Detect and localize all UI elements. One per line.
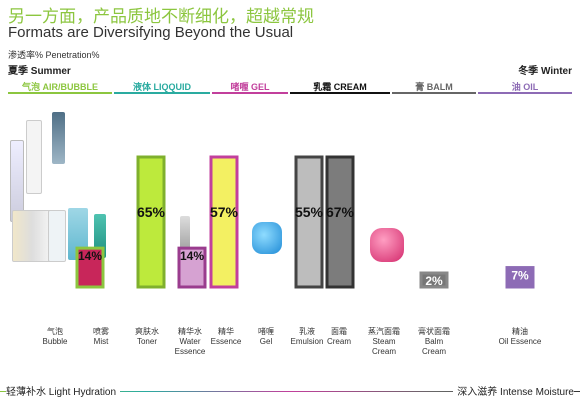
category-oil: 油 OIL	[478, 80, 572, 94]
category-bubble: 气泡 AIR/BUBBLE	[8, 80, 112, 94]
bar-essence	[209, 155, 239, 289]
mist-tall-bottle-image	[52, 112, 65, 164]
column-label: 膏状面霜 Balm Cream	[418, 327, 450, 356]
column-label: 爽肤水 Toner	[135, 327, 159, 346]
bar-oil-essence	[505, 266, 535, 289]
winter-label: 冬季 Winter	[518, 66, 572, 77]
bar-toner	[136, 155, 166, 289]
summer-label: 夏季 Summer	[8, 66, 71, 77]
column-label: 气泡 Bubble	[42, 327, 68, 346]
bar-emulsion	[294, 155, 324, 289]
bar-label-balm-cream: 2%	[425, 274, 443, 288]
category-liquid: 液体 LIQQUID	[114, 80, 210, 94]
water-essence-bottle-image	[180, 216, 190, 256]
bar-label-essence: 57%	[210, 204, 239, 220]
column-label: 精华水 Water Essence	[174, 327, 206, 356]
page-title-cn: 另一方面，产品质地不断细化，超越常规	[8, 7, 314, 27]
category-cream: 乳霜 CREAM	[290, 80, 390, 94]
column-label: 蒸汽面霜 Steam Cream	[368, 327, 400, 356]
gel-jar-image	[252, 222, 282, 254]
category-gel: 啫喱 GEL	[212, 80, 288, 94]
bubble-box-image	[26, 120, 42, 194]
penetration-label: 渗透率% Penetration%	[8, 50, 100, 60]
bar-balm-cream	[419, 271, 449, 289]
mist-teal-bottle-image	[94, 214, 106, 258]
column-label: 啫喱 Gel	[258, 327, 274, 346]
column-label: 面霜 Cream	[326, 327, 351, 346]
bar-label-oil-essence: 7%	[511, 269, 529, 283]
mist-blue-bottles-image	[68, 208, 88, 260]
column-label: 精油 Oil Essence	[498, 327, 542, 346]
category-balm: 膏 BALM	[392, 80, 476, 94]
bar-label-toner: 65%	[137, 204, 166, 220]
intense-moisture-label: 深入滋养 Intense Moisture	[453, 383, 574, 398]
column-label: 喷雾 Mist	[93, 327, 109, 346]
bubble-bottles-image	[12, 210, 52, 262]
light-hydration-label: 轻薄补水 Light Hydration	[6, 383, 121, 398]
bar-label-emulsion: 55%	[295, 204, 324, 220]
column-label: 乳液 Emulsion	[290, 327, 324, 346]
bar-label-cream: 67%	[326, 204, 355, 220]
bar-cream	[325, 155, 355, 289]
hydration-gradient-line	[0, 391, 580, 392]
page-title-en: Formats are Diversifying Beyond the Usua…	[8, 24, 294, 41]
mist-box-image	[48, 210, 66, 262]
steam-cream-jar-image	[370, 228, 404, 262]
column-label: 精华 Essence	[210, 327, 242, 346]
